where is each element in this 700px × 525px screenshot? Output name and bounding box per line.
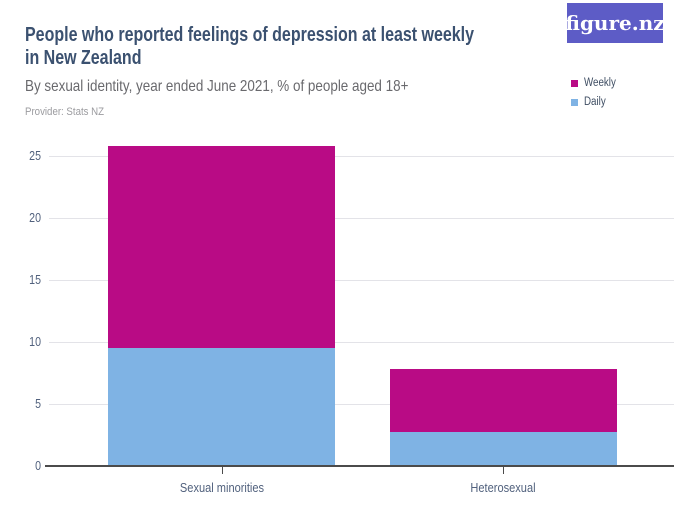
x-axis-line [45, 465, 674, 467]
bar-segment-daily[interactable] [108, 348, 335, 466]
x-axis-tick [221, 466, 223, 474]
legend-swatch-daily [571, 98, 578, 106]
logo-text: figure.nz [565, 11, 665, 35]
y-axis-tick-label: 0 [35, 459, 41, 473]
chart-legend: Weekly Daily [571, 77, 622, 115]
chart-title-line1: People who reported feelings of depressi… [25, 24, 475, 46]
x-axis-tick [503, 466, 504, 474]
bar-segment-weekly[interactable] [108, 145, 335, 348]
provider-credit: Provider: Stats NZ [25, 106, 105, 118]
y-axis-tick-label: 15 [29, 273, 41, 287]
legend-swatch-weekly [571, 79, 578, 87]
y-gridline [49, 218, 674, 219]
legend-label: Weekly [584, 77, 616, 89]
y-gridline [49, 280, 674, 281]
bar-segment-daily[interactable] [389, 432, 617, 466]
bar-segment-weekly[interactable] [389, 369, 617, 433]
chart-title-line2: in New Zealand [25, 47, 142, 69]
x-axis-category-label: Heterosexual [470, 480, 536, 495]
x-axis-category-label: Sexual minorities [179, 480, 264, 495]
y-gridline [49, 404, 674, 405]
chart-subtitle: By sexual identity, year ended June 2021… [25, 78, 409, 95]
legend-item-weekly[interactable]: Weekly [571, 77, 622, 89]
y-axis-tick-label: 25 [29, 149, 41, 163]
y-axis-tick-label: 5 [35, 397, 41, 411]
legend-label: Daily [584, 96, 606, 108]
y-axis-tick-label: 10 [29, 335, 41, 349]
legend-item-daily[interactable]: Daily [571, 96, 622, 108]
y-gridline [49, 342, 674, 343]
chart-title: People who reported feelings of depressi… [25, 24, 586, 70]
y-gridline [49, 156, 674, 157]
y-axis-tick-label: 20 [29, 211, 41, 225]
figure-nz-logo[interactable]: figure.nz [565, 3, 665, 43]
